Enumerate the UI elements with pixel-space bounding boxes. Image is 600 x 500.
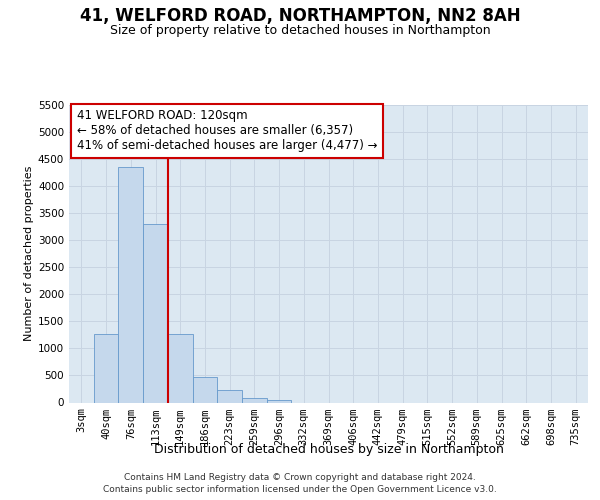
Text: Contains public sector information licensed under the Open Government Licence v3: Contains public sector information licen… (103, 485, 497, 494)
Text: Distribution of detached houses by size in Northampton: Distribution of detached houses by size … (154, 442, 504, 456)
Y-axis label: Number of detached properties: Number of detached properties (24, 166, 34, 342)
Bar (94, 334, 118, 402)
Bar (143, 224, 168, 402)
Bar (267, 400, 292, 402)
Text: 41, WELFORD ROAD, NORTHAMPTON, NN2 8AH: 41, WELFORD ROAD, NORTHAMPTON, NN2 8AH (80, 8, 520, 26)
Bar (168, 334, 193, 402)
Bar (118, 167, 143, 402)
Text: Size of property relative to detached houses in Northampton: Size of property relative to detached ho… (110, 24, 490, 37)
Text: Contains HM Land Registry data © Crown copyright and database right 2024.: Contains HM Land Registry data © Crown c… (124, 472, 476, 482)
Bar (217, 390, 242, 402)
Bar (242, 398, 267, 402)
Text: 41 WELFORD ROAD: 120sqm
← 58% of detached houses are smaller (6,357)
41% of semi: 41 WELFORD ROAD: 120sqm ← 58% of detache… (77, 110, 377, 152)
Bar (193, 377, 217, 402)
